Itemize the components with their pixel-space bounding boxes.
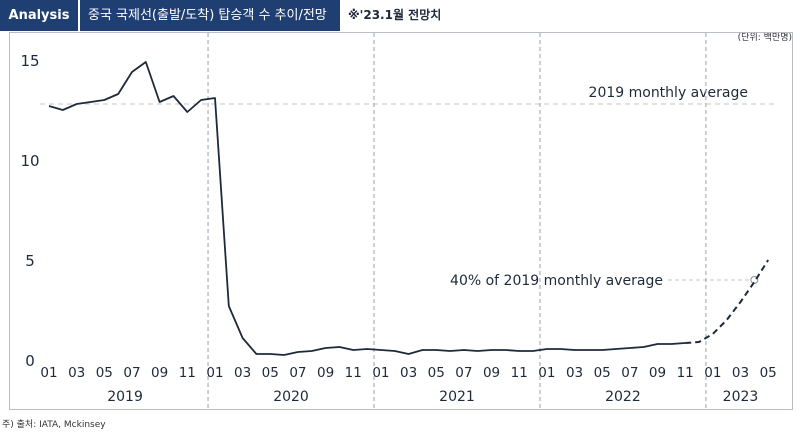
x-tick-label: 07 — [455, 365, 472, 381]
x-tick-label: 03 — [234, 365, 251, 381]
x-tick-label: 07 — [289, 365, 306, 381]
y-tick-label: 15 — [20, 52, 39, 70]
x-tick-label: 01 — [538, 365, 555, 381]
x-tick-label: 09 — [483, 365, 500, 381]
x-tick-label: 11 — [677, 365, 694, 381]
x-tick-label: 09 — [649, 365, 666, 381]
reference-label-2019-average: 2019 monthly average — [589, 85, 748, 101]
x-tick-label: 11 — [511, 365, 528, 381]
year-labels: 2019 2020 2021 2022 2023 — [107, 389, 758, 405]
chart-title: 중국 국제선(출발/도착) 탑승객 수 추이/전망 — [80, 0, 340, 31]
x-tick-label: 05 — [96, 365, 113, 381]
section-tag: Analysis — [0, 0, 78, 31]
x-tick-label: 01 — [40, 365, 57, 381]
x-tick-label: 09 — [317, 365, 334, 381]
x-tick-label: 05 — [760, 365, 777, 381]
year-label: 2020 — [273, 389, 309, 405]
series-lines — [48, 61, 770, 356]
x-tick-label: 01 — [206, 365, 223, 381]
year-label: 2022 — [605, 389, 641, 405]
x-tick-label: 11 — [345, 365, 362, 381]
x-tick-label: 07 — [621, 365, 638, 381]
y-tick-label: 10 — [20, 152, 39, 170]
x-tick-labels: 01 03 05 07 09 11 01 03 05 07 09 11 01 03 05 07 09 11 01 03… — [40, 365, 776, 381]
x-tick-label: 03 — [732, 365, 749, 381]
actual-series-line — [48, 61, 686, 356]
reference-label-40pct: 40% of 2019 monthly average — [450, 273, 663, 289]
year-label: 2019 — [107, 389, 143, 405]
x-tick-label: 01 — [372, 365, 389, 381]
unit-label: (단위: 백만명) — [737, 33, 792, 43]
year-label: 2023 — [723, 389, 759, 405]
x-tick-label: 03 — [68, 365, 85, 381]
y-tick-labels: 0 5 10 15 — [20, 52, 39, 370]
forecast-series-line — [685, 259, 770, 344]
chart-frame — [9, 32, 793, 410]
reference-lines: 2019 monthly average 40% of 2019 monthly … — [40, 85, 775, 289]
y-tick-label: 5 — [25, 252, 35, 270]
x-tick-label: 05 — [428, 365, 445, 381]
x-tick-label: 03 — [566, 365, 583, 381]
source-note: 주) 출처: IATA, Mckinsey — [2, 420, 106, 430]
x-tick-label: 09 — [151, 365, 168, 381]
x-tick-label: 03 — [400, 365, 417, 381]
x-tick-label: 11 — [179, 365, 196, 381]
y-tick-label: 0 — [25, 352, 35, 370]
x-tick-label: 05 — [262, 365, 279, 381]
forecast-note: ※'23.1월 전망치 — [348, 8, 442, 22]
x-tick-label: 07 — [123, 365, 140, 381]
year-label: 2021 — [439, 389, 475, 405]
header: Analysis 중국 국제선(출발/도착) 탑승객 수 추이/전망 ※'23.… — [0, 0, 800, 31]
x-tick-label: 05 — [594, 365, 611, 381]
x-tick-label: 01 — [704, 365, 721, 381]
